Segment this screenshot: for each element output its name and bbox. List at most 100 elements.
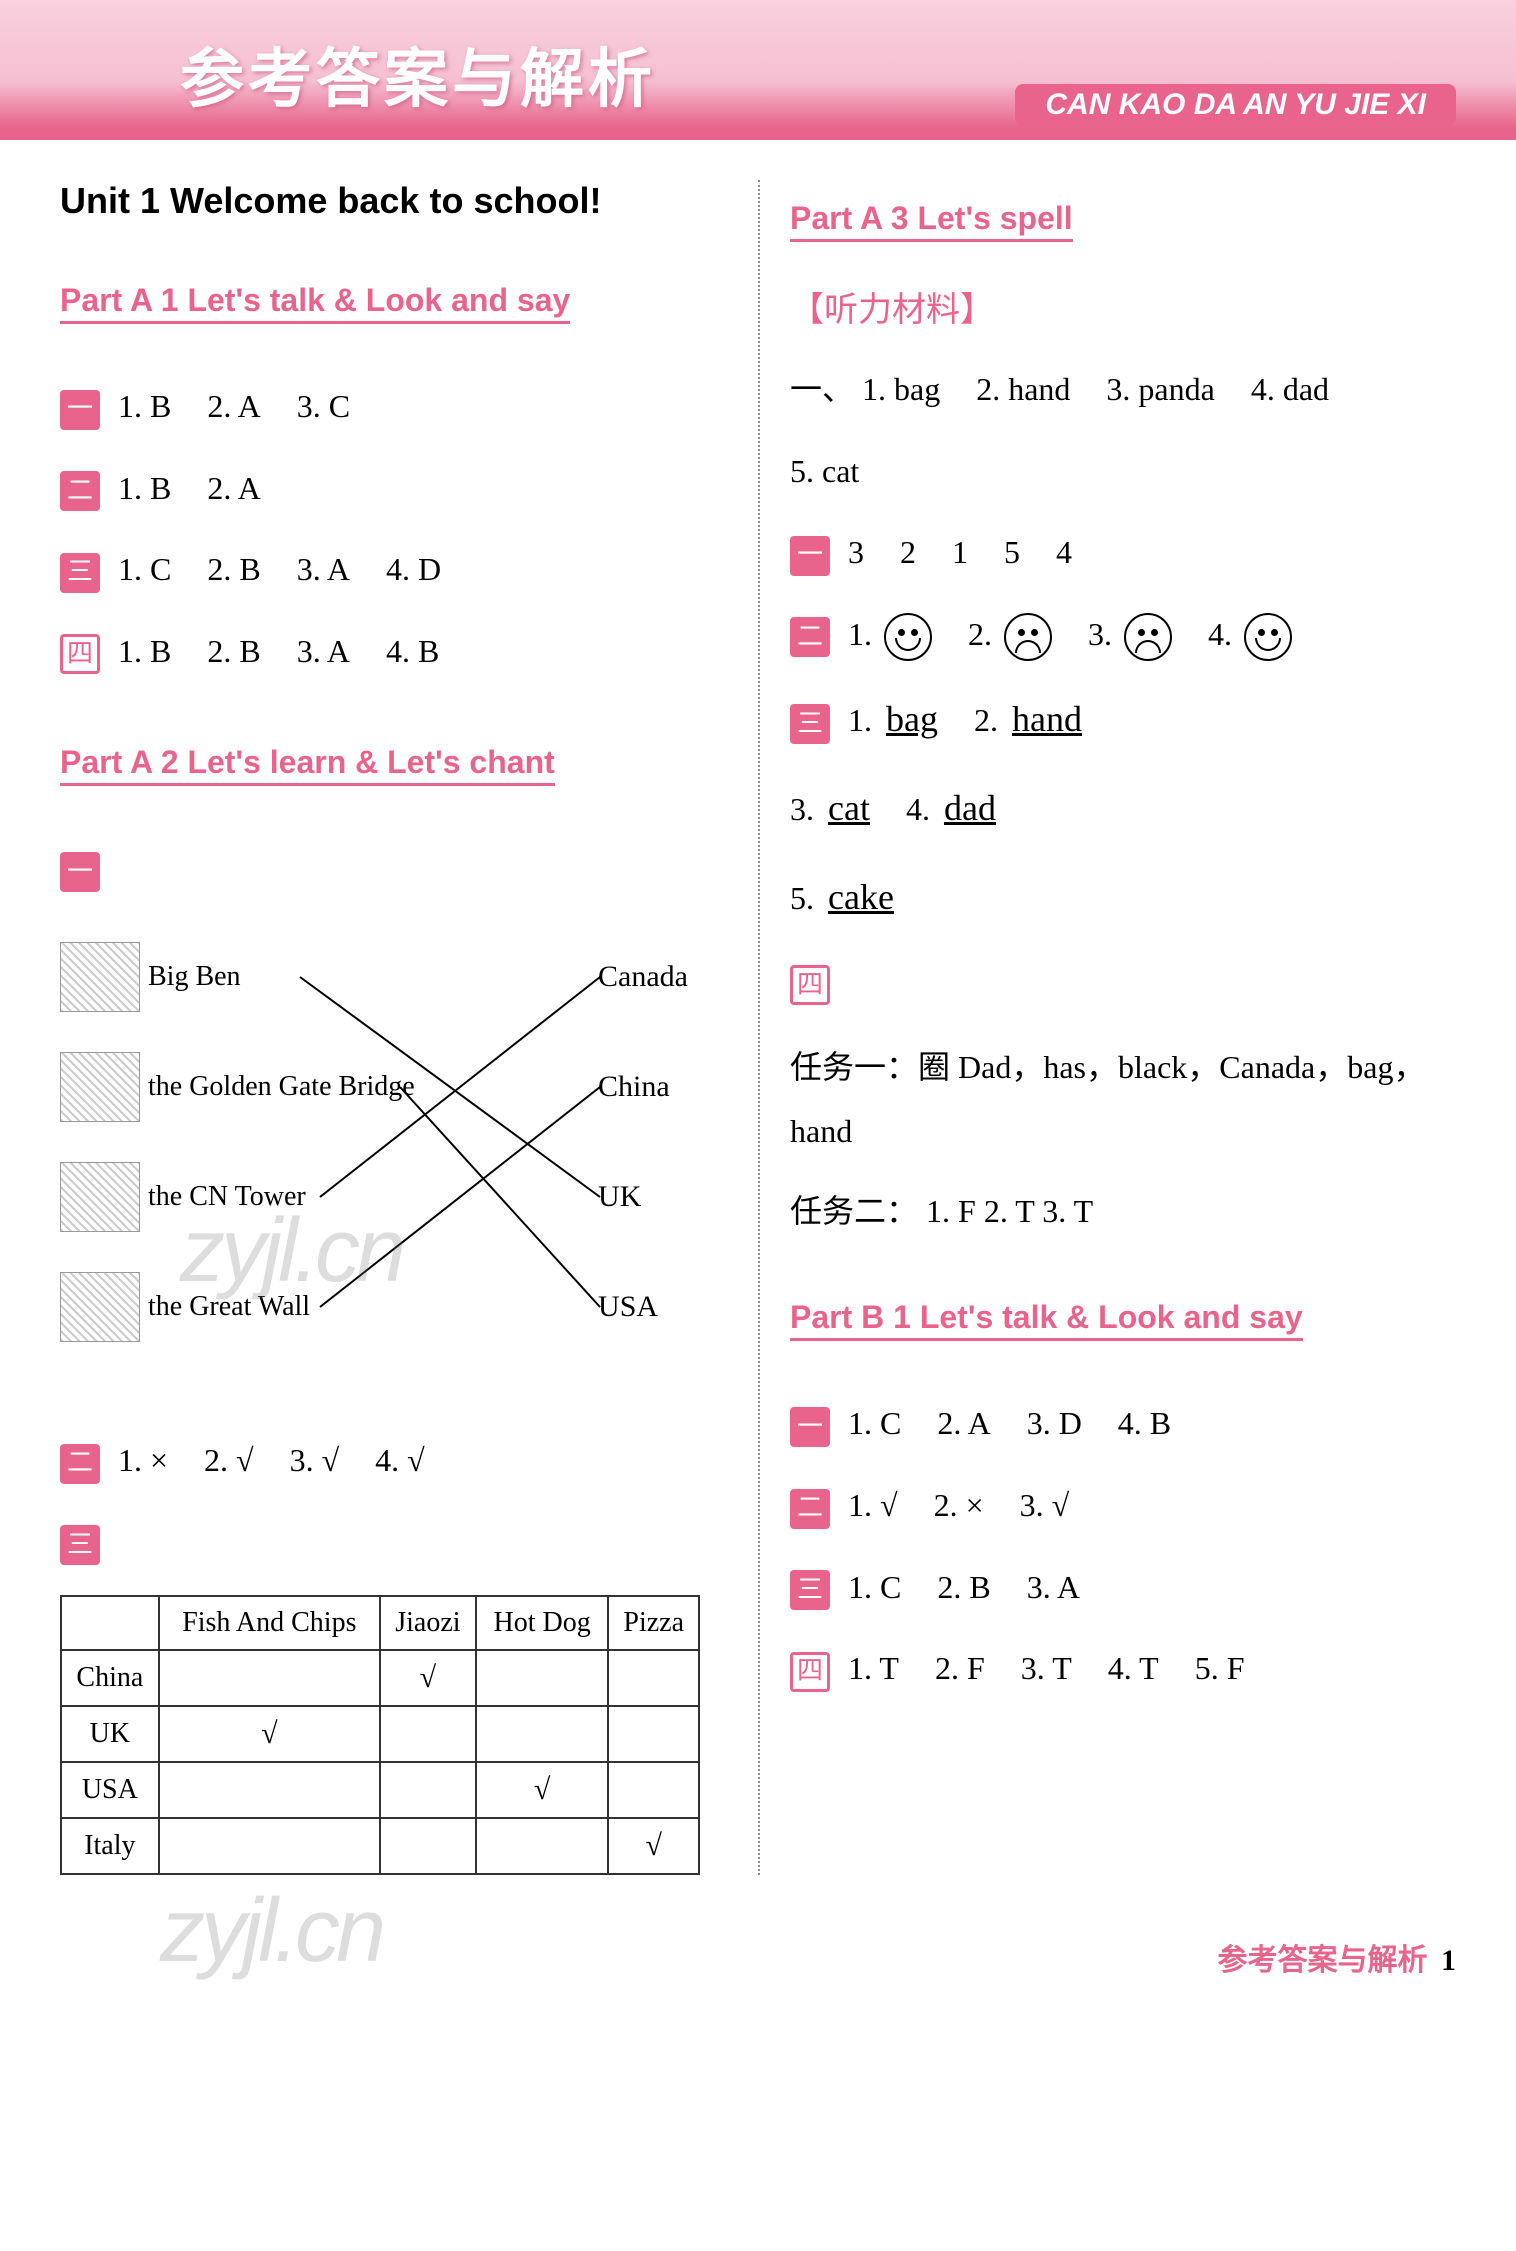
- face-item: 1.: [848, 616, 932, 652]
- badge-1-icon: 一: [60, 390, 100, 430]
- badge-text: 一、: [790, 371, 854, 407]
- table-header: [61, 1596, 159, 1650]
- cntower-icon: [60, 1162, 140, 1232]
- table-cell: [380, 1706, 476, 1762]
- unit-title: Unit 1 Welcome back to school!: [60, 180, 728, 222]
- match-right-label: China: [598, 1032, 688, 1142]
- answer-row-A3-1: 一 3 2 1 5 4: [790, 524, 1456, 582]
- badge-1-icon: 一: [790, 536, 830, 576]
- answer-row-A2-3: 三: [60, 1514, 728, 1572]
- page-footer: 参考答案与解析 1: [0, 1915, 1516, 2019]
- answer-row-A1-1: 一 1. B 2. A 3. C: [60, 378, 728, 436]
- match-right-label: UK: [598, 1142, 688, 1252]
- answer-item: 2. B: [207, 551, 260, 587]
- match-right-label: Canada: [598, 922, 688, 1032]
- answer-row-A3-listen2: 5. cat: [790, 443, 1456, 501]
- answer-item: 4. T: [1108, 1650, 1159, 1686]
- badge-1-icon: 一: [60, 852, 100, 892]
- answer-item: 3. T: [1042, 1193, 1093, 1229]
- answer-item: 1. C: [118, 551, 171, 587]
- answer-item: 3. √: [1020, 1487, 1070, 1523]
- match-left-label: the Great Wall: [148, 1291, 310, 1323]
- table-row: UK √: [61, 1706, 699, 1762]
- table-cell: USA: [61, 1762, 159, 1818]
- header-decoration-icon: [70, 50, 150, 110]
- bigben-icon: [60, 942, 140, 1012]
- answer-item: 1. √: [848, 1487, 898, 1523]
- answer-item: 3. T: [1021, 1650, 1072, 1686]
- answer-item: 1. B: [118, 633, 171, 669]
- answer-row-A3-3b: 3. cat 4. dad: [790, 776, 1456, 841]
- happy-face-icon: [1244, 613, 1292, 661]
- badge-3-icon: 三: [60, 1525, 100, 1565]
- answer-row-B1-3: 三 1. C 2. B 3. A: [790, 1559, 1456, 1617]
- table-cell: [608, 1650, 699, 1706]
- answer-item: 1. C: [848, 1405, 901, 1441]
- section-heading-partB1: Part B 1 Let's talk & Look and say: [790, 1299, 1303, 1341]
- face-item: 2.: [968, 616, 1052, 652]
- answer-item: 2. B: [937, 1569, 990, 1605]
- answer-item: 3: [848, 534, 864, 570]
- answer-item: 3. A: [297, 551, 350, 587]
- task2-label: 任务二：: [790, 1193, 918, 1229]
- page-body: zyjl.cn zyjl.cn Unit 1 Welcome back to s…: [0, 140, 1516, 1915]
- answer-item: 3. panda: [1106, 371, 1214, 407]
- answer-item: 2. A: [937, 1405, 990, 1441]
- answer-row-A3-listen: 一、 1. bag 2. hand 3. panda 4. dad: [790, 361, 1456, 419]
- table-cell: [159, 1650, 380, 1706]
- table-cell: [476, 1818, 609, 1874]
- table-cell: [476, 1706, 609, 1762]
- answer-row-B1-1: 一 1. C 2. A 3. D 4. B: [790, 1395, 1456, 1453]
- table-cell: √: [608, 1818, 699, 1874]
- footer-label: 参考答案与解析: [1218, 1944, 1428, 1977]
- answer-item: 2. √: [204, 1442, 254, 1478]
- answer-item: 1. ×: [118, 1442, 168, 1478]
- bridge-icon: [60, 1052, 140, 1122]
- table-cell: [380, 1762, 476, 1818]
- answer-row-A1-3: 三 1. C 2. B 3. A 4. D: [60, 541, 728, 599]
- section-heading-partA3: Part A 3 Let's spell: [790, 200, 1073, 242]
- answer-item: 1. B: [118, 470, 171, 506]
- answer-item: 4. √: [375, 1442, 425, 1478]
- badge-4-icon: 四: [790, 965, 830, 1005]
- task2: 任务二： 1. F 2. T 3. T: [790, 1179, 1456, 1243]
- answer-item: 1: [952, 534, 968, 570]
- cursive-item: 1. bag: [848, 702, 938, 738]
- sad-face-icon: [1124, 613, 1172, 661]
- answer-item: 3. √: [290, 1442, 340, 1478]
- answer-item: 5. cat: [790, 453, 859, 489]
- answer-item: 2. A: [207, 388, 260, 424]
- cursive-item: 4. dad: [906, 791, 996, 827]
- answer-item: 4. dad: [1251, 371, 1329, 407]
- match-left-list: Big Ben the Golden Gate Bridge the CN To…: [60, 922, 415, 1362]
- table-header: Fish And Chips: [159, 1596, 380, 1650]
- answer-item: 1. C: [848, 1569, 901, 1605]
- match-left-label: the CN Tower: [148, 1181, 306, 1213]
- match-left-label: Big Ben: [148, 961, 241, 993]
- greatwall-icon: [60, 1272, 140, 1342]
- answer-item: 4. B: [1118, 1405, 1171, 1441]
- table-cell: [476, 1650, 609, 1706]
- badge-2-icon: 二: [790, 1489, 830, 1529]
- matching-diagram: Big Ben the Golden Gate Bridge the CN To…: [60, 922, 728, 1402]
- answer-item: 2. T: [984, 1193, 1034, 1229]
- header-pinyin: CAN KAO DA AN YU JIE XI: [1015, 84, 1456, 126]
- answer-row-B1-2: 二 1. √ 2. × 3. √: [790, 1477, 1456, 1535]
- answer-row-A3-4: 四: [790, 954, 1456, 1012]
- answer-item: 2. ×: [934, 1487, 984, 1523]
- answer-row-A3-3c: 5. cake: [790, 865, 1456, 930]
- answer-item: 2: [900, 534, 916, 570]
- happy-face-icon: [884, 613, 932, 661]
- badge-3-icon: 三: [790, 704, 830, 744]
- header-title: 参考答案与解析: [180, 28, 656, 120]
- task1: 任务一：圈 Dad，has，black，Canada，bag，hand: [790, 1035, 1456, 1163]
- answer-row-A2-1: 一: [60, 840, 728, 898]
- badge-3-icon: 三: [790, 1570, 830, 1610]
- answer-item: 5: [1004, 534, 1020, 570]
- task1-label: 任务一：: [790, 1049, 918, 1085]
- section-heading-partA1: Part A 1 Let's talk & Look and say: [60, 282, 570, 324]
- answer-item: 2. B: [207, 633, 260, 669]
- table-cell: UK: [61, 1706, 159, 1762]
- table-cell: [159, 1818, 380, 1874]
- badge-4-icon: 四: [60, 634, 100, 674]
